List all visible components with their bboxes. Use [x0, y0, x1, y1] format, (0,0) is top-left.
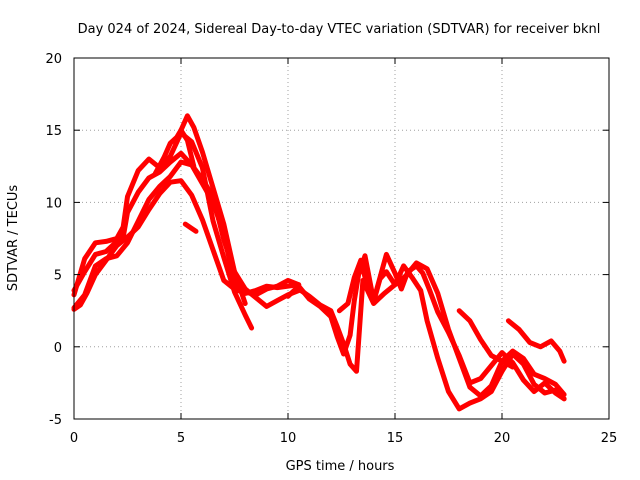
series-track-1: [71, 178, 302, 312]
series-track-11: [456, 308, 516, 370]
y-tick-label: 15: [45, 124, 62, 139]
series-track-6: [178, 113, 248, 306]
series-track-7: [182, 221, 199, 234]
series-track-9: [296, 260, 567, 399]
chart-title: Day 024 of 2024, Sidereal Day-to-day VTE…: [78, 22, 601, 37]
y-axis-label: SDTVAR / TECUs: [6, 185, 21, 292]
x-axis-label: GPS time / hours: [286, 459, 395, 474]
x-tick-label: 15: [387, 431, 404, 446]
series-track-10: [336, 257, 567, 412]
series-track-3: [71, 150, 302, 309]
y-tick-label: -5: [49, 413, 62, 428]
x-tick-label: 20: [494, 431, 511, 446]
x-tick-label: 5: [177, 431, 185, 446]
series-track-2: [71, 159, 302, 311]
data-series: [71, 113, 567, 412]
plot-frame: [73, 57, 610, 420]
y-tick-label: 5: [54, 269, 62, 284]
series-track-5: [152, 127, 197, 176]
x-tick-label: 10: [280, 431, 297, 446]
x-tick-label: 0: [70, 431, 78, 446]
x-tick-label: 25: [601, 431, 618, 446]
y-tick-label: 20: [45, 52, 62, 67]
axis-ticks: 0 5 10 15 20 25 -5 0 5 10 15 20: [45, 52, 617, 446]
y-tick-label: 10: [45, 196, 62, 211]
series-track-12: [505, 318, 567, 364]
y-tick-label: 0: [54, 341, 62, 356]
